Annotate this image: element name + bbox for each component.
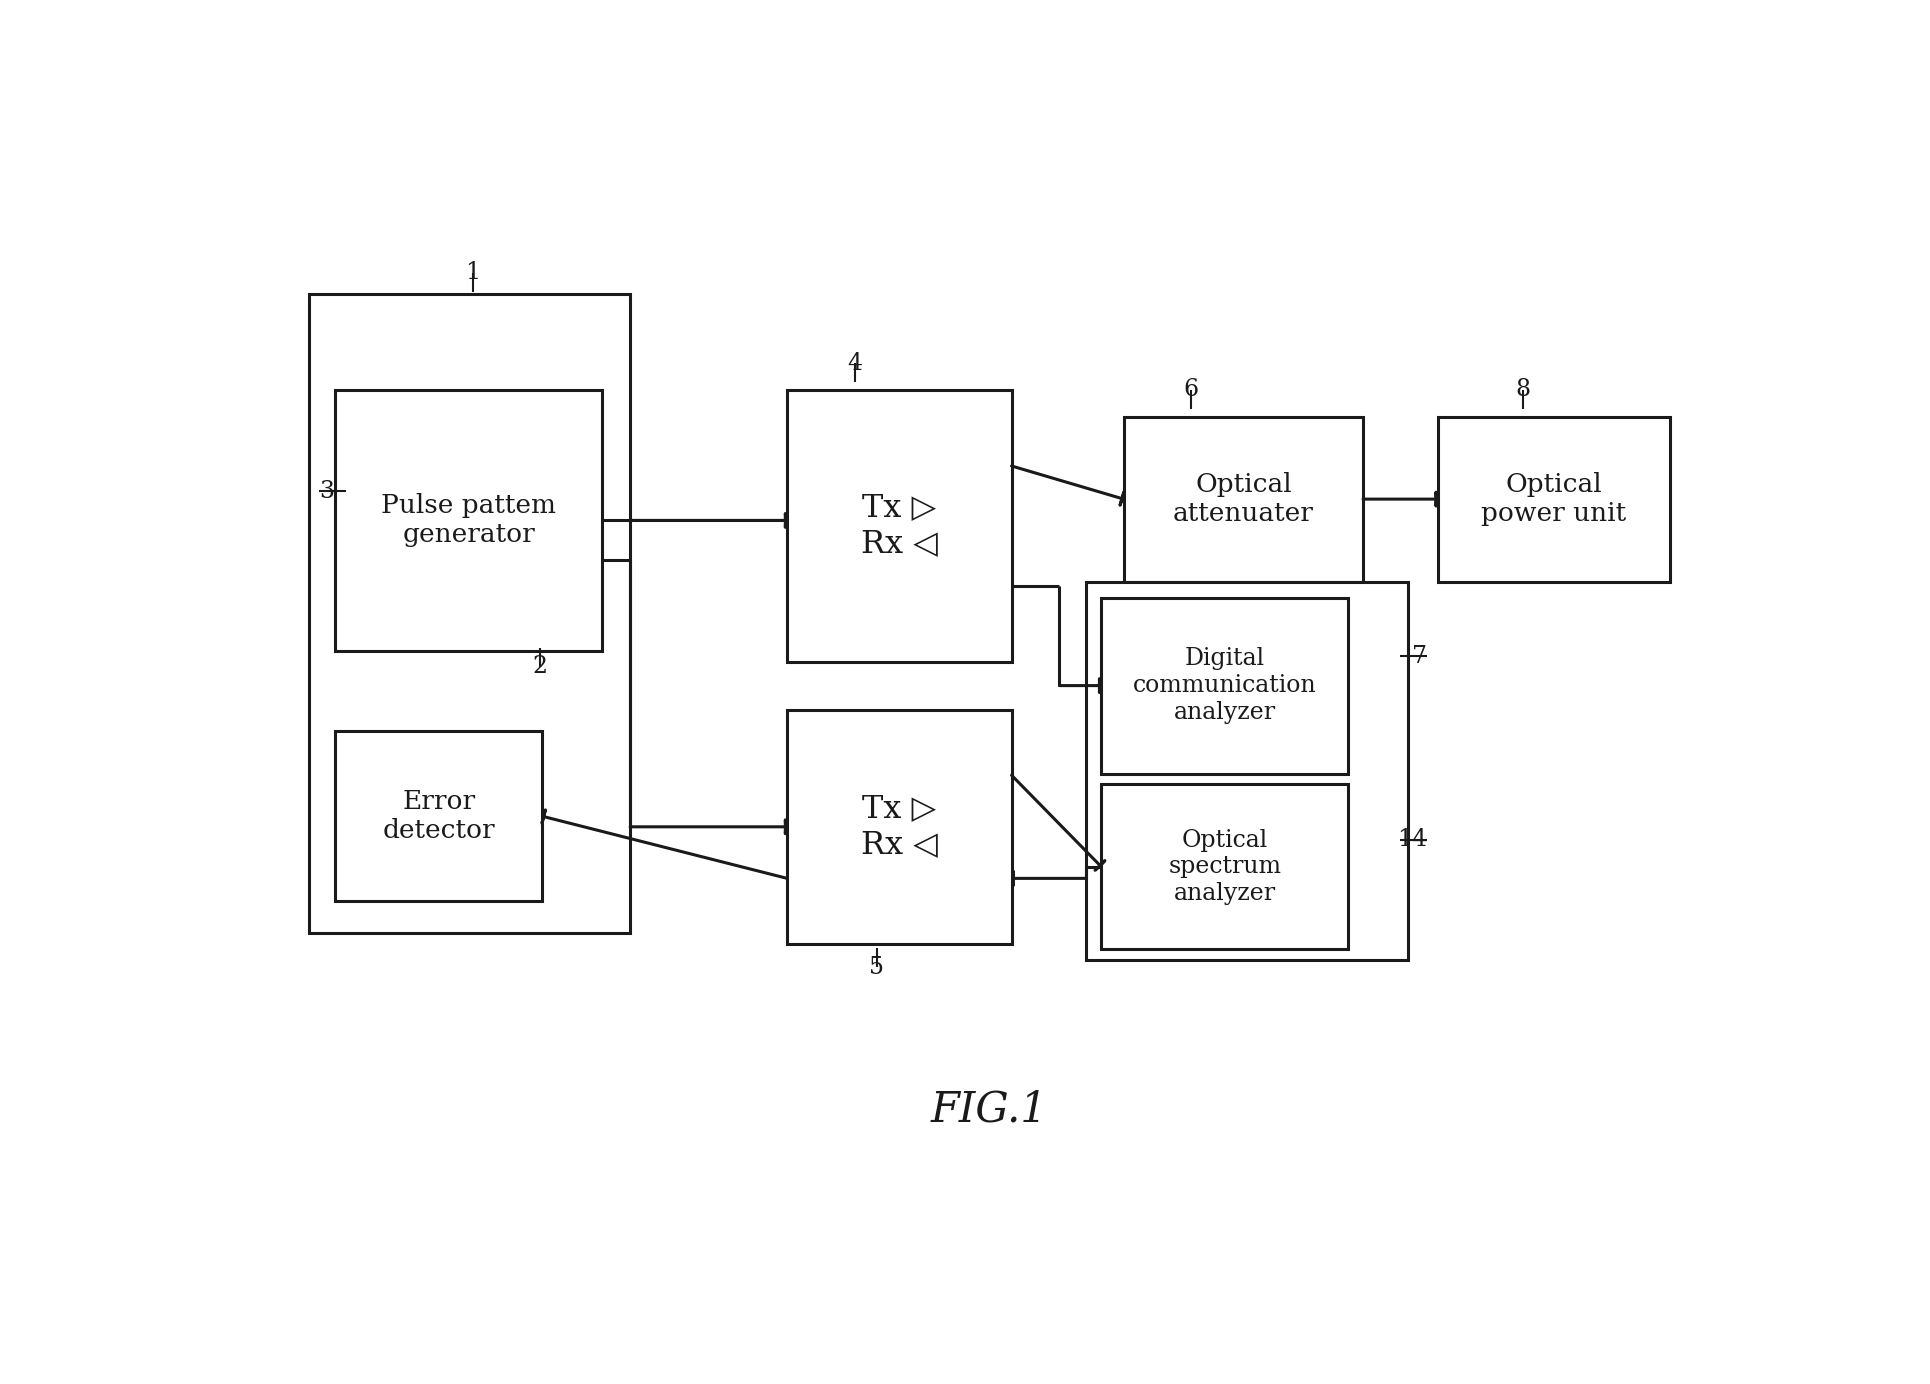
Text: 3: 3 (318, 480, 334, 502)
Text: 7: 7 (1413, 645, 1428, 668)
Text: Optical
power unit: Optical power unit (1480, 472, 1627, 526)
Text: 4: 4 (847, 352, 863, 375)
Text: Tx ▷
Rx ◁: Tx ▷ Rx ◁ (861, 793, 938, 861)
Text: Optical
attenuater: Optical attenuater (1173, 472, 1314, 526)
Bar (787, 710, 1011, 944)
Text: FIG.1: FIG.1 (930, 1088, 1048, 1131)
Bar (1438, 417, 1669, 581)
Text: 2: 2 (533, 656, 548, 678)
Text: 14: 14 (1397, 828, 1428, 851)
Bar (1087, 581, 1407, 960)
Bar (787, 390, 1011, 662)
Bar (336, 731, 542, 901)
Bar (309, 293, 629, 933)
Text: 8: 8 (1515, 378, 1530, 401)
Text: Error
detector: Error detector (382, 789, 494, 843)
Text: Pulse pattem
generator: Pulse pattem generator (380, 494, 556, 548)
Bar (336, 390, 602, 650)
Bar (1123, 417, 1363, 581)
Bar (1102, 785, 1347, 949)
Bar (1102, 598, 1347, 774)
Text: 6: 6 (1183, 378, 1199, 401)
Text: Digital
communication
analyzer: Digital communication analyzer (1133, 648, 1316, 724)
Text: Optical
spectrum
analyzer: Optical spectrum analyzer (1168, 829, 1282, 905)
Text: Tx ▷
Rx ◁: Tx ▷ Rx ◁ (861, 493, 938, 559)
Text: 5: 5 (868, 956, 884, 978)
Text: 1: 1 (465, 262, 481, 284)
